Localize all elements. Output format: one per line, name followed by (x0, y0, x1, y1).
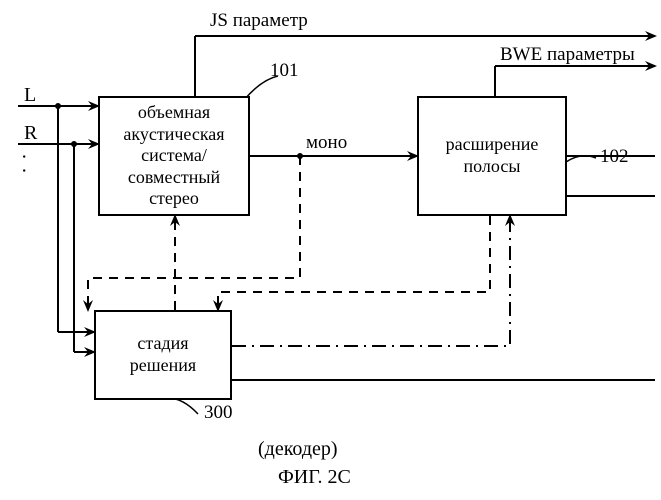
block-101-text: объемнаяакустическаясистема/совместныйст… (123, 102, 224, 210)
block-surround-stereo: объемнаяакустическаясистема/совместныйст… (98, 96, 250, 216)
label-decoder: (декодер) (258, 438, 338, 461)
block-band-extension: расширениеполосы (417, 96, 567, 216)
block-102-text: расширениеполосы (446, 134, 539, 177)
ref-101: 101 (270, 60, 299, 82)
label-js-param: JS параметр (210, 10, 308, 32)
label-R: R (24, 122, 37, 145)
diagram-canvas: объемнаяакустическаясистема/совместныйст… (0, 0, 661, 500)
label-L: L (24, 84, 36, 107)
ref-102: 102 (600, 146, 629, 168)
ref-300: 300 (204, 402, 233, 424)
label-mono: моно (306, 132, 347, 154)
label-input-dots: . . (24, 154, 34, 175)
wires-svg (0, 0, 661, 500)
label-figure: ФИГ. 2С (278, 466, 351, 489)
label-bwe-param: BWE параметры (500, 44, 635, 66)
block-decision-stage: стадиярешения (94, 310, 232, 400)
block-300-text: стадиярешения (130, 333, 196, 376)
